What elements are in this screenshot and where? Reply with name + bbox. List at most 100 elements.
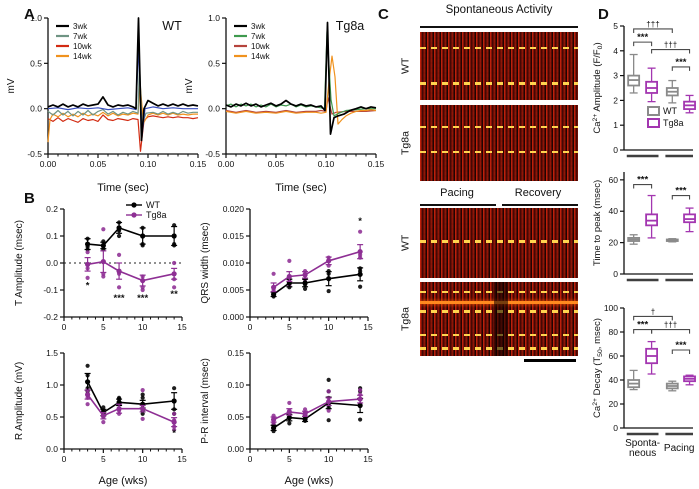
svg-text:0.0: 0.0 <box>208 104 220 114</box>
svg-text:0.00: 0.00 <box>218 159 235 169</box>
panel-c-label: C <box>378 6 389 23</box>
dark-transition-band <box>494 282 509 356</box>
svg-text:Sponta-: Sponta- <box>625 438 660 449</box>
svg-text:Tg8a: Tg8a <box>663 118 684 128</box>
svg-text:0.10: 0.10 <box>227 380 244 390</box>
svg-text:0: 0 <box>62 322 67 332</box>
ecg-tg8a-svg: -0.5 0.0 0.5 1.0 0.00 0.05 0.10 0.15 mV Time (sec… <box>184 13 385 194</box>
svg-text:10wk: 10wk <box>73 42 93 51</box>
svg-text:mV: mV <box>6 78 17 93</box>
svg-text:0.15: 0.15 <box>190 159 207 169</box>
heatmap-pacing-recovery-wt <box>420 208 578 278</box>
svg-text:1.0: 1.0 <box>30 13 42 23</box>
svg-text:0: 0 <box>248 322 253 332</box>
svg-text:0.05: 0.05 <box>227 412 244 422</box>
heatmap-spontaneous-tg8a <box>420 105 578 181</box>
svg-text:WT: WT <box>663 106 677 116</box>
svg-text:-0.5: -0.5 <box>27 149 42 159</box>
svg-text:Age (wks): Age (wks) <box>285 475 334 487</box>
svg-text:0: 0 <box>62 454 67 464</box>
svg-text:0.000: 0.000 <box>223 312 245 322</box>
dashed-marker-line <box>420 46 578 50</box>
d-peak-svg: 0 20 40 60 Time to peak (msec) *** *** <box>592 172 696 282</box>
svg-text:40: 40 <box>609 206 619 216</box>
svg-text:0: 0 <box>613 423 618 433</box>
activity-maps-panel: Spontaneous Activity WT Tg8a WT Tg8a Pacing… <box>394 4 590 372</box>
ca-amplitude-boxplot: 0 1 2 3 4 5 Ca2+ Amplitude (F/F0) ††† *** ††† *** W… <box>588 14 699 177</box>
svg-text:10: 10 <box>138 322 148 332</box>
svg-text:0.05: 0.05 <box>90 159 107 169</box>
svg-text:15: 15 <box>177 322 187 332</box>
pacing-header: Pacing <box>440 187 474 199</box>
svg-text:-0.2: -0.2 <box>43 312 58 322</box>
svg-text:3wk: 3wk <box>251 22 266 31</box>
svg-text:***: *** <box>637 32 648 43</box>
svg-text:15: 15 <box>363 454 373 464</box>
svg-text:Time to peak (msec): Time to peak (msec) <box>592 180 603 266</box>
pr-interval-chart: 0.00 0.05 0.10 0.15 0 5 10 15 P-R interval (msec… <box>196 343 380 489</box>
svg-text:80: 80 <box>609 327 619 337</box>
qrs-width-chart: 0.000 0.005 0.010 0.015 0.020 0 5 10 15 QRS width… <box>196 197 380 348</box>
heatmap-spontaneous-wt <box>420 32 578 100</box>
svg-text:5: 5 <box>287 454 292 464</box>
svg-text:***: *** <box>675 340 686 351</box>
d-amplitude-svg: 0 1 2 3 4 5 Ca2+ Amplitude (F/F0) ††† *** ††† *** W… <box>592 20 696 158</box>
svg-text:T Amplitude (msec): T Amplitude (msec) <box>14 220 25 306</box>
dashed-marker-line <box>420 150 578 154</box>
svg-text:20: 20 <box>609 399 619 409</box>
t-amplitude-chart: -0.2 -0.1 0.0 0.1 0.2 0 5 10 15 T Amplitude (msec… <box>10 197 194 348</box>
svg-text:0.015: 0.015 <box>223 231 245 241</box>
svg-text:Age (wks): Age (wks) <box>99 475 148 487</box>
svg-text:1.5: 1.5 <box>46 348 58 358</box>
dashed-marker-line <box>420 82 578 85</box>
svg-text:†††: ††† <box>646 20 659 29</box>
row-label-wt-2: WT <box>399 234 412 252</box>
svg-text:Tg8a: Tg8a <box>336 19 365 33</box>
svg-text:mV: mV <box>184 78 195 93</box>
svg-text:0.2: 0.2 <box>46 204 58 214</box>
svg-text:0.5: 0.5 <box>30 58 42 68</box>
title-underline <box>420 26 578 28</box>
svg-text:neous: neous <box>629 448 656 459</box>
pr-interval-svg: 0.00 0.05 0.10 0.15 0 5 10 15 P-R interval (msec… <box>200 348 373 487</box>
ecg-wt-chart: -0.5 0.0 0.5 1.0 0.00 0.05 0.10 0.15 mV Time (sec… <box>2 2 208 201</box>
svg-text:***: *** <box>137 293 148 304</box>
svg-text:0.0: 0.0 <box>46 258 58 268</box>
svg-text:R Amplitude (mV): R Amplitude (mV) <box>14 362 25 440</box>
svg-text:5: 5 <box>287 322 292 332</box>
svg-text:3: 3 <box>613 71 618 81</box>
svg-text:WT: WT <box>162 19 182 33</box>
svg-text:3wk: 3wk <box>73 22 88 31</box>
heatmap-pacing-recovery-tg8a <box>420 282 578 356</box>
svg-text:†††: ††† <box>664 41 677 50</box>
svg-text:10: 10 <box>324 322 334 332</box>
dashed-marker-line <box>420 240 578 243</box>
svg-text:0.15: 0.15 <box>227 348 244 358</box>
svg-text:40: 40 <box>609 375 619 385</box>
svg-text:Ca2+ Decay (T50, msec): Ca2+ Decay (T50, msec) <box>592 318 604 418</box>
svg-text:***: *** <box>114 293 125 304</box>
t-amplitude-svg: -0.2 -0.1 0.0 0.1 0.2 0 5 10 15 T Amplitude (msec… <box>14 200 187 332</box>
pacing-underline <box>420 204 496 206</box>
qrs-width-svg: 0.000 0.005 0.010 0.015 0.020 0 5 10 15 QRS width… <box>200 204 373 332</box>
svg-text:QRS width (msec): QRS width (msec) <box>200 222 211 303</box>
row-label-wt-0: WT <box>399 57 412 75</box>
svg-text:15: 15 <box>177 454 187 464</box>
ecg-tg8a-chart: -0.5 0.0 0.5 1.0 0.00 0.05 0.10 0.15 mV Time (sec… <box>180 2 386 201</box>
r-amplitude-svg: 0.0 0.5 1.0 1.5 0 5 10 15 R Amplitude (mV) Age (w… <box>14 348 187 487</box>
svg-text:***: *** <box>637 175 648 186</box>
svg-text:2: 2 <box>613 95 618 105</box>
svg-text:WT: WT <box>146 200 160 210</box>
svg-text:100: 100 <box>604 303 618 313</box>
svg-text:0.00: 0.00 <box>227 444 244 454</box>
svg-text:0: 0 <box>613 269 618 279</box>
svg-text:10: 10 <box>324 454 334 464</box>
svg-text:-0.1: -0.1 <box>43 285 58 295</box>
svg-text:0.0: 0.0 <box>30 104 42 114</box>
svg-text:*: * <box>358 216 362 227</box>
svg-text:0.5: 0.5 <box>208 58 220 68</box>
svg-text:5: 5 <box>101 322 106 332</box>
svg-text:Pacing: Pacing <box>664 443 695 454</box>
